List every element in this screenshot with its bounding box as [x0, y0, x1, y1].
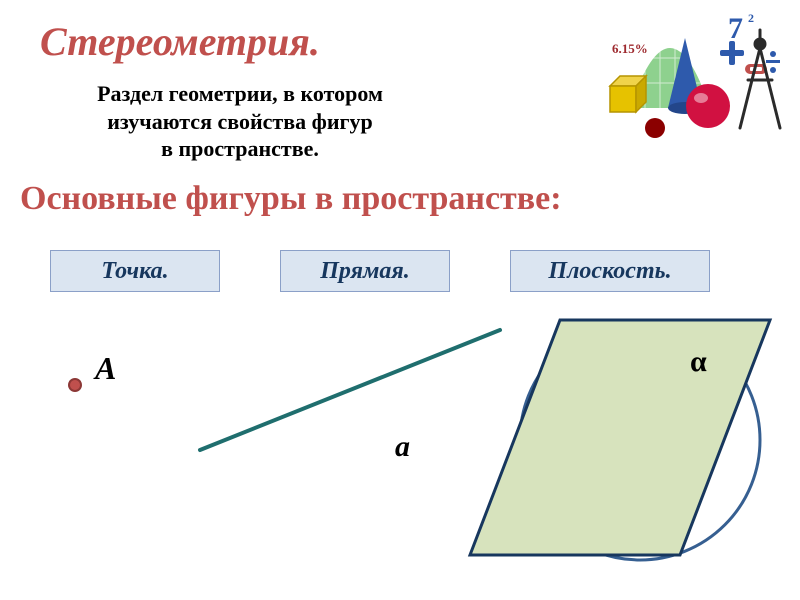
subtitle: Раздел геометрии, в котором изучаются св…: [40, 80, 440, 163]
slide-canvas: Стереометрия. Раздел геометрии, в которо…: [0, 0, 800, 600]
heading-main-figures: Основные фигуры в пространстве:: [20, 180, 562, 218]
subtitle-line1: Раздел геометрии, в котором: [97, 81, 383, 106]
point-dot: [68, 378, 82, 392]
subtitle-line3: в пространстве.: [161, 136, 319, 161]
clipart-sphere: [686, 84, 730, 128]
background-circle: [520, 320, 760, 560]
clipart-percent: 6.15%: [612, 41, 648, 56]
title: Стереометрия.: [40, 18, 320, 65]
clipart-divide-icon: [766, 51, 780, 73]
point-label: A: [95, 350, 116, 387]
math-clipart: 6.15% 7 2: [590, 8, 790, 138]
clipart-small-sphere: [645, 118, 665, 138]
box-point-label: Точка.: [101, 258, 168, 285]
line-label: a: [395, 430, 410, 464]
box-point: Точка.: [50, 250, 220, 292]
box-plane-label: Плоскость.: [548, 258, 671, 285]
box-line-label: Прямая.: [320, 258, 410, 285]
clipart-cube: [610, 76, 646, 112]
plane-shape: [470, 320, 770, 555]
clipart-seven-exp: 2: [748, 11, 754, 25]
box-line: Прямая.: [280, 250, 450, 292]
clipart-compass-icon: [740, 30, 780, 128]
plane-alpha-label: α: [690, 345, 707, 379]
box-plane: Плоскость.: [510, 250, 710, 292]
clipart-seven: 7: [728, 12, 743, 45]
subtitle-line2: изучаются свойства фигур: [107, 109, 372, 134]
line-shape: [200, 330, 500, 450]
